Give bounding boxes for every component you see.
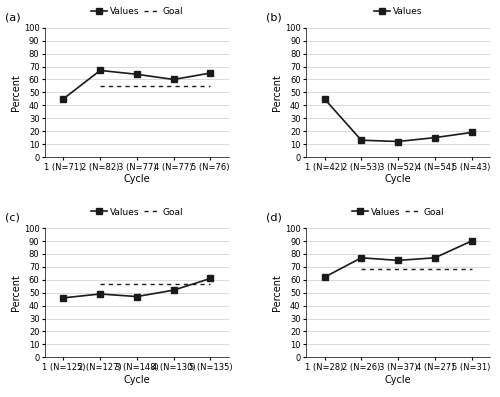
Text: (c): (c) — [4, 212, 20, 223]
Text: (b): (b) — [266, 12, 281, 22]
X-axis label: Cycle: Cycle — [124, 375, 150, 385]
Legend: Values: Values — [370, 4, 426, 20]
Legend: Values, Goal: Values, Goal — [87, 4, 187, 20]
Text: (d): (d) — [266, 212, 281, 223]
Y-axis label: Percent: Percent — [272, 74, 282, 111]
Legend: Values, Goal: Values, Goal — [87, 204, 187, 220]
Legend: Values, Goal: Values, Goal — [348, 204, 448, 220]
Text: (a): (a) — [4, 12, 20, 22]
Y-axis label: Percent: Percent — [11, 274, 21, 311]
X-axis label: Cycle: Cycle — [384, 375, 411, 385]
X-axis label: Cycle: Cycle — [384, 174, 411, 184]
Y-axis label: Percent: Percent — [11, 74, 21, 111]
Y-axis label: Percent: Percent — [272, 274, 282, 311]
X-axis label: Cycle: Cycle — [124, 174, 150, 184]
